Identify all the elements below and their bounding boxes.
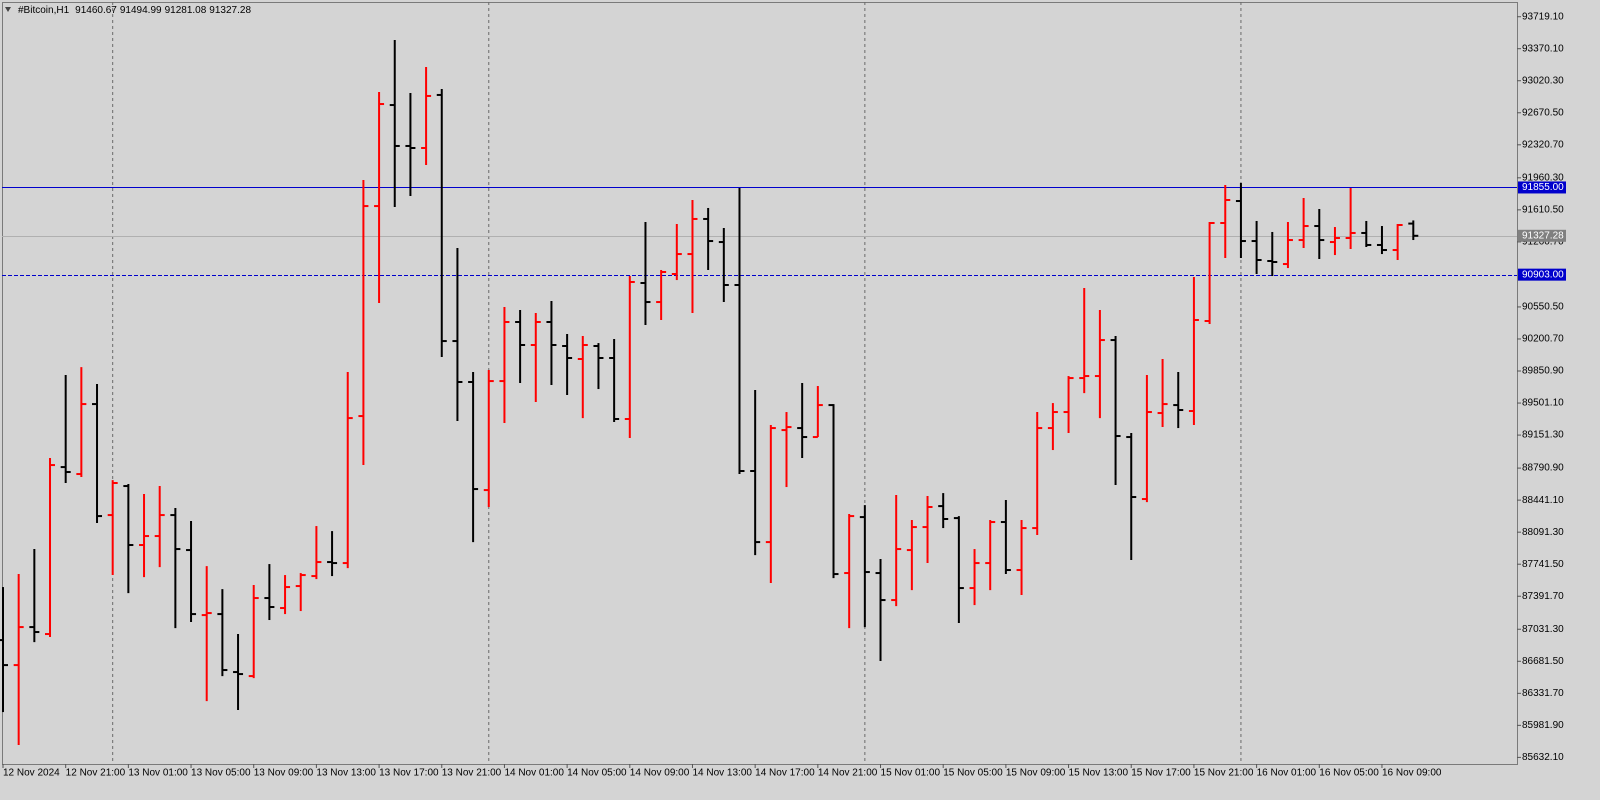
y-tick-label: 93719.10 [1522, 11, 1564, 22]
level-price-box [1518, 181, 1566, 194]
level-price-label: 90903.00 [1522, 269, 1564, 280]
bid-price-box [1518, 229, 1566, 242]
header-open: 91460.67 [75, 5, 117, 16]
y-tick-label: 89151.30 [1522, 430, 1564, 441]
y-tick-label: 90200.70 [1522, 334, 1564, 345]
x-tick-label: 14 Nov 09:00 [630, 768, 690, 779]
y-tick-label: 87741.50 [1522, 559, 1564, 570]
y-tick-label: 87391.70 [1522, 591, 1564, 602]
x-tick-label: 14 Nov 05:00 [567, 768, 627, 779]
y-tick-label: 91610.50 [1522, 204, 1564, 215]
y-tick-label: 87031.30 [1522, 624, 1564, 635]
x-tick-label: 15 Nov 01:00 [881, 768, 941, 779]
x-tick-label: 15 Nov 13:00 [1069, 768, 1129, 779]
chart-header: #Bitcoin,H1 91460.67 91494.99 91281.08 91327… [18, 5, 251, 16]
x-tick-label: 13 Nov 09:00 [254, 768, 314, 779]
header-low: 91281.08 [165, 5, 207, 16]
x-tick-label: 12 Nov 2024 [3, 768, 60, 779]
plot-border [2, 2, 1518, 765]
y-tick-label: 92320.70 [1522, 139, 1564, 150]
x-tick-label: 15 Nov 05:00 [943, 768, 1003, 779]
bid-price-label: 91327.28 [1522, 230, 1564, 241]
y-tick-label: 92670.50 [1522, 107, 1564, 118]
header-close: 91327.28 [209, 5, 251, 16]
y-tick-label: 91960.30 [1522, 172, 1564, 183]
x-tick-label: 15 Nov 09:00 [1006, 768, 1066, 779]
header-high: 91494.99 [120, 5, 162, 16]
y-tick-label: 88790.90 [1522, 463, 1564, 474]
chart-title: #Bitcoin,H1 [18, 5, 70, 16]
x-tick-label: 13 Nov 21:00 [442, 768, 502, 779]
x-tick-label: 16 Nov 09:00 [1382, 768, 1442, 779]
x-tick-label: 14 Nov 13:00 [692, 768, 752, 779]
x-tick-label: 14 Nov 21:00 [818, 768, 878, 779]
x-tick-label: 13 Nov 01:00 [128, 768, 188, 779]
x-tick-label: 16 Nov 01:00 [1257, 768, 1317, 779]
x-tick-label: 12 Nov 21:00 [66, 768, 126, 779]
menu-triangle[interactable] [5, 7, 11, 12]
x-tick-label: 16 Nov 05:00 [1319, 768, 1379, 779]
y-tick-label: 93370.10 [1522, 43, 1564, 54]
level-price-label: 91855.00 [1522, 182, 1564, 193]
y-tick-label: 89501.10 [1522, 398, 1564, 409]
x-tick-label: 14 Nov 01:00 [504, 768, 564, 779]
x-tick-label: 15 Nov 21:00 [1194, 768, 1254, 779]
y-tick-label: 91260.70 [1522, 237, 1564, 248]
y-tick-label: 85981.90 [1522, 720, 1564, 731]
y-tick-label: 93020.30 [1522, 75, 1564, 86]
y-tick-label: 85632.10 [1522, 752, 1564, 763]
x-tick-label: 13 Nov 17:00 [379, 768, 439, 779]
level-price-box [1518, 268, 1566, 281]
x-tick-label: 14 Nov 17:00 [755, 768, 815, 779]
y-tick-label: 88091.30 [1522, 527, 1564, 538]
x-tick-label: 13 Nov 05:00 [191, 768, 251, 779]
y-tick-label: 86331.70 [1522, 688, 1564, 699]
y-tick-label: 88441.10 [1522, 495, 1564, 506]
x-tick-label: 13 Nov 13:00 [316, 768, 376, 779]
y-tick-label: 86681.50 [1522, 656, 1564, 667]
y-tick-label: 89850.90 [1522, 366, 1564, 377]
x-tick-label: 15 Nov 17:00 [1131, 768, 1191, 779]
y-tick-label: 90550.50 [1522, 302, 1564, 313]
